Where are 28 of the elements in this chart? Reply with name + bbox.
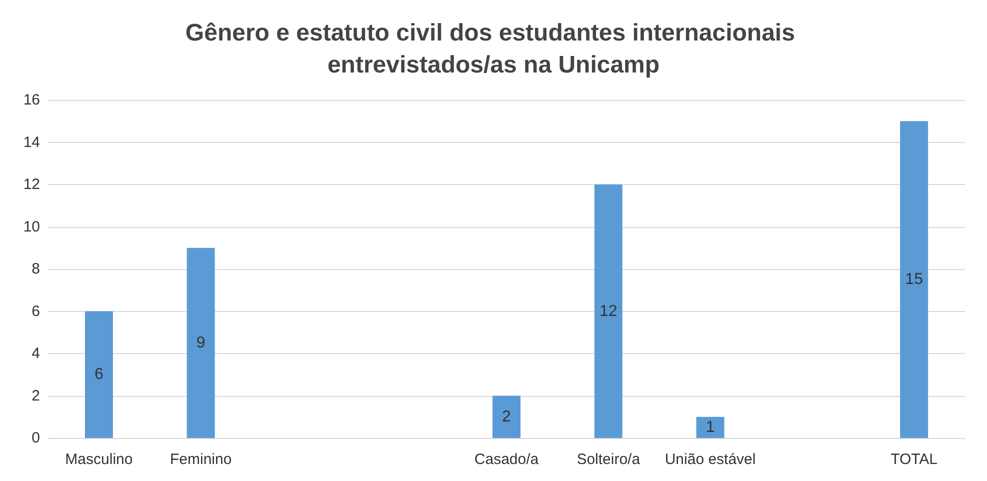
x-tick-label: Masculino — [65, 451, 133, 468]
data-label: 12 — [599, 302, 618, 320]
bar — [594, 184, 622, 438]
chart-title: Gênero e estatuto civil dos estudantes internacionais entrevistados/as na Unicamp — [185, 20, 802, 78]
y-tick-label: 8 — [32, 260, 40, 278]
bar — [492, 396, 520, 438]
y-tick-label: 0 — [32, 430, 40, 446]
x-tick-label: TOTAL — [890, 451, 938, 468]
x-tick-label: Solteiro/a — [576, 451, 641, 468]
y-tick-label: 14 — [23, 134, 40, 151]
y-tick-label: 2 — [32, 387, 40, 404]
data-label: 1 — [706, 418, 715, 436]
y-tick-label: 12 — [23, 176, 40, 193]
data-label: 2 — [502, 408, 512, 426]
x-tick-label: Casado/a — [474, 451, 540, 468]
data-label: 6 — [94, 366, 104, 384]
y-tick-label: 6 — [32, 302, 40, 320]
y-tick-label: 16 — [23, 92, 40, 108]
y-tick-label: 10 — [23, 218, 40, 236]
data-label: 15 — [905, 271, 924, 288]
x-tick-label: Feminino — [170, 451, 232, 468]
data-label: 9 — [196, 334, 206, 352]
bar — [186, 248, 215, 438]
x-tick-label: União estável — [664, 451, 756, 468]
y-tick-label: 4 — [32, 345, 40, 362]
bar — [696, 416, 724, 438]
bar — [900, 121, 928, 438]
bar — [84, 311, 113, 438]
